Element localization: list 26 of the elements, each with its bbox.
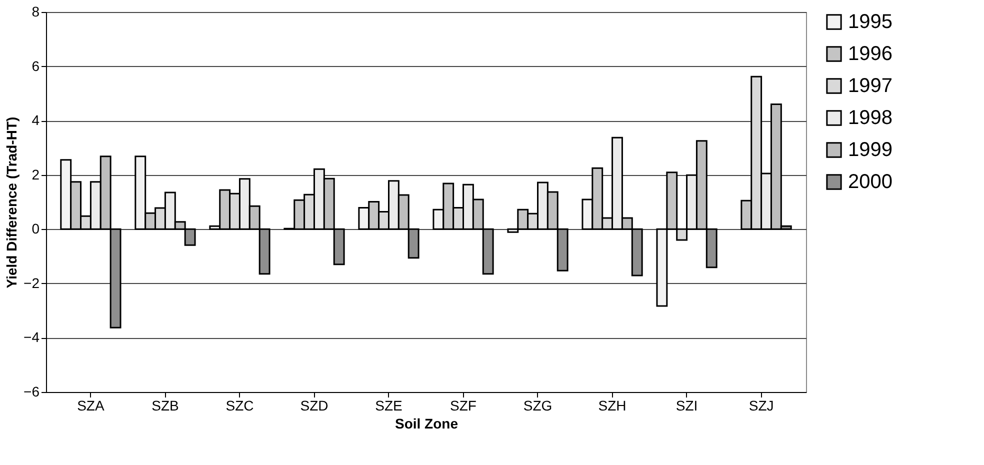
legend-label: 1996 xyxy=(848,43,892,65)
y-tick-label: 4 xyxy=(32,112,40,128)
legend-label: 2000 xyxy=(848,171,892,193)
y-axis-title: Yield Difference (Trad-HT) xyxy=(4,116,20,288)
x-tick-label: SZH xyxy=(598,398,626,414)
y-tick-label: 6 xyxy=(32,58,40,74)
y-tick-label: −6 xyxy=(24,384,40,400)
x-axis-title: Soil Zone xyxy=(395,416,458,432)
y-tick-label: 0 xyxy=(32,220,40,237)
legend-label: 1998 xyxy=(848,107,892,129)
legend-label: 1999 xyxy=(848,139,892,161)
y-tick-label: 8 xyxy=(32,4,40,20)
x-tick-label: SZC xyxy=(226,398,254,414)
y-tick-label: −4 xyxy=(24,329,40,346)
x-tick-label: SZJ xyxy=(748,398,774,414)
x-tick-label: SZG xyxy=(523,398,552,414)
x-tick-label: SZD xyxy=(300,398,328,414)
y-tick-label: 2 xyxy=(32,166,40,182)
legend-label: 1995 xyxy=(848,11,892,33)
x-tick-label: SZB xyxy=(152,398,179,414)
x-tick-label: SZI xyxy=(676,398,698,414)
x-tick-label: SZE xyxy=(375,398,402,414)
x-tick-label: SZA xyxy=(77,398,105,414)
x-tick-label: SZF xyxy=(450,398,476,414)
y-tick-label: −2 xyxy=(24,274,40,291)
legend-label: 1997 xyxy=(848,75,892,97)
